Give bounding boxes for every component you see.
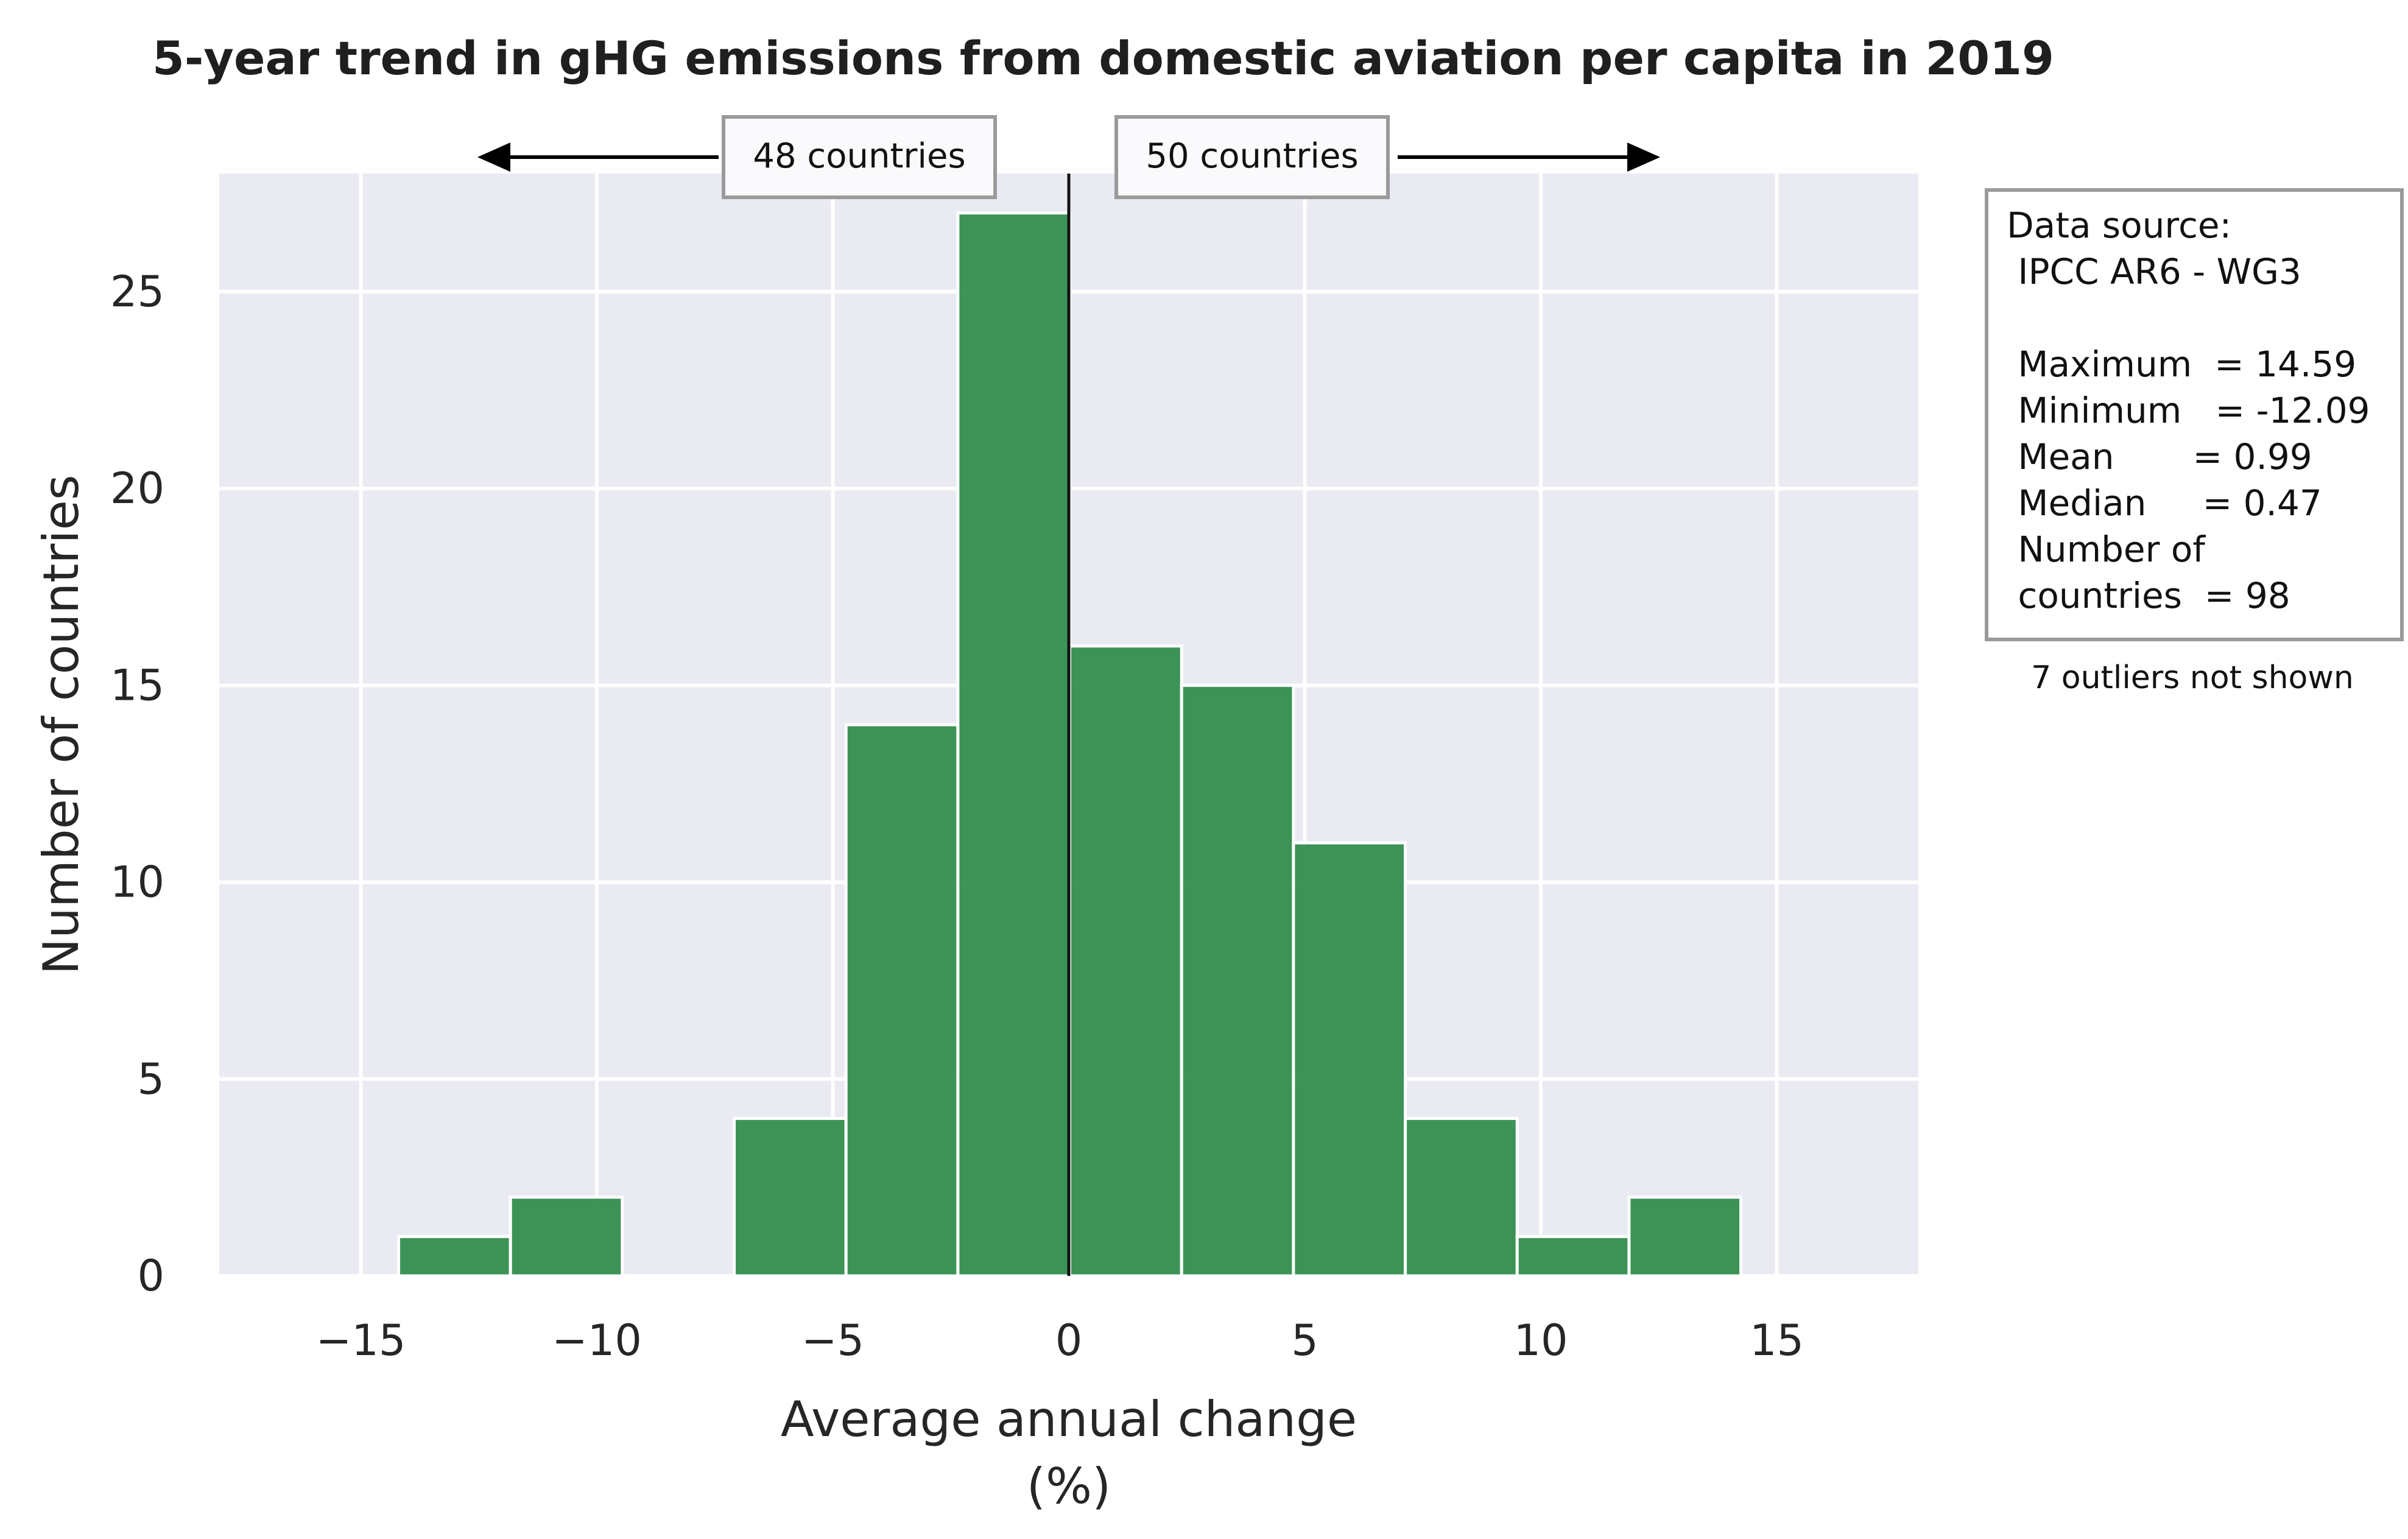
x-axis-label-line1: Average annual change [781, 1391, 1357, 1448]
y-tick-label: 10 [110, 858, 164, 907]
left-count-label: 48 countries [753, 136, 965, 176]
y-tick-label: 0 [137, 1251, 164, 1301]
histogram-bar [1515, 1234, 1631, 1278]
histogram-bar [1404, 1116, 1519, 1278]
info-box-line: Data source: [2007, 205, 2231, 246]
x-tick-label: −15 [316, 1315, 406, 1365]
left-count-box [722, 115, 997, 199]
x-tick-label: −10 [552, 1315, 642, 1365]
info-box-line: Mean = 0.99 [2007, 436, 2312, 477]
info-box-text: Data source: IPCC AR6 - WG3 Maximum = 14… [2007, 205, 2370, 616]
histogram-bar [1068, 644, 1183, 1278]
info-box-line: IPCC AR6 - WG3 [2007, 251, 2301, 292]
x-axis-label-line2: (%) [1027, 1458, 1111, 1515]
histogram-bar [509, 1196, 624, 1278]
y-tick-label: 15 [110, 660, 164, 710]
x-tick-labels: −15 −10 −5 0 5 10 15 [316, 1315, 1804, 1365]
right-count-label: 50 countries [1146, 136, 1358, 176]
x-tick-label: 15 [1750, 1315, 1804, 1365]
x-tick-label: −5 [801, 1315, 864, 1365]
histogram-bar [1180, 683, 1295, 1278]
info-box-line: Maximum = 14.59 [2007, 343, 2356, 385]
histogram-bar [397, 1234, 512, 1278]
right-count-box [1114, 115, 1390, 199]
x-tick-label: 0 [1055, 1315, 1083, 1365]
histogram-bar [956, 211, 1072, 1278]
chart-title: 5-year trend in gHG emissions from domes… [152, 31, 2054, 85]
info-box-line: Median = 0.47 [2007, 482, 2322, 524]
y-axis-label: Number of countries [33, 474, 90, 974]
info-box-line: Minimum = -12.09 [2007, 390, 2370, 431]
histogram-bar [1292, 841, 1407, 1278]
y-tick-label: 25 [110, 267, 164, 317]
histogram-bar [1627, 1196, 1743, 1278]
histogram-bar [844, 723, 960, 1278]
x-tick-label: 5 [1291, 1315, 1318, 1365]
y-tick-label: 20 [110, 463, 164, 513]
histogram-bars [397, 211, 1743, 1278]
info-box [1985, 188, 2404, 641]
histogram-bar [733, 1116, 848, 1278]
x-tick-label: 10 [1513, 1315, 1568, 1365]
info-box-line: countries = 98 [2007, 575, 2290, 616]
outlier-note: 7 outliers not shown [2031, 660, 2354, 696]
y-tick-label: 5 [137, 1054, 164, 1104]
info-box-line: Number of [2007, 529, 2206, 570]
y-tick-labels: 0 5 10 15 20 25 [110, 267, 164, 1301]
